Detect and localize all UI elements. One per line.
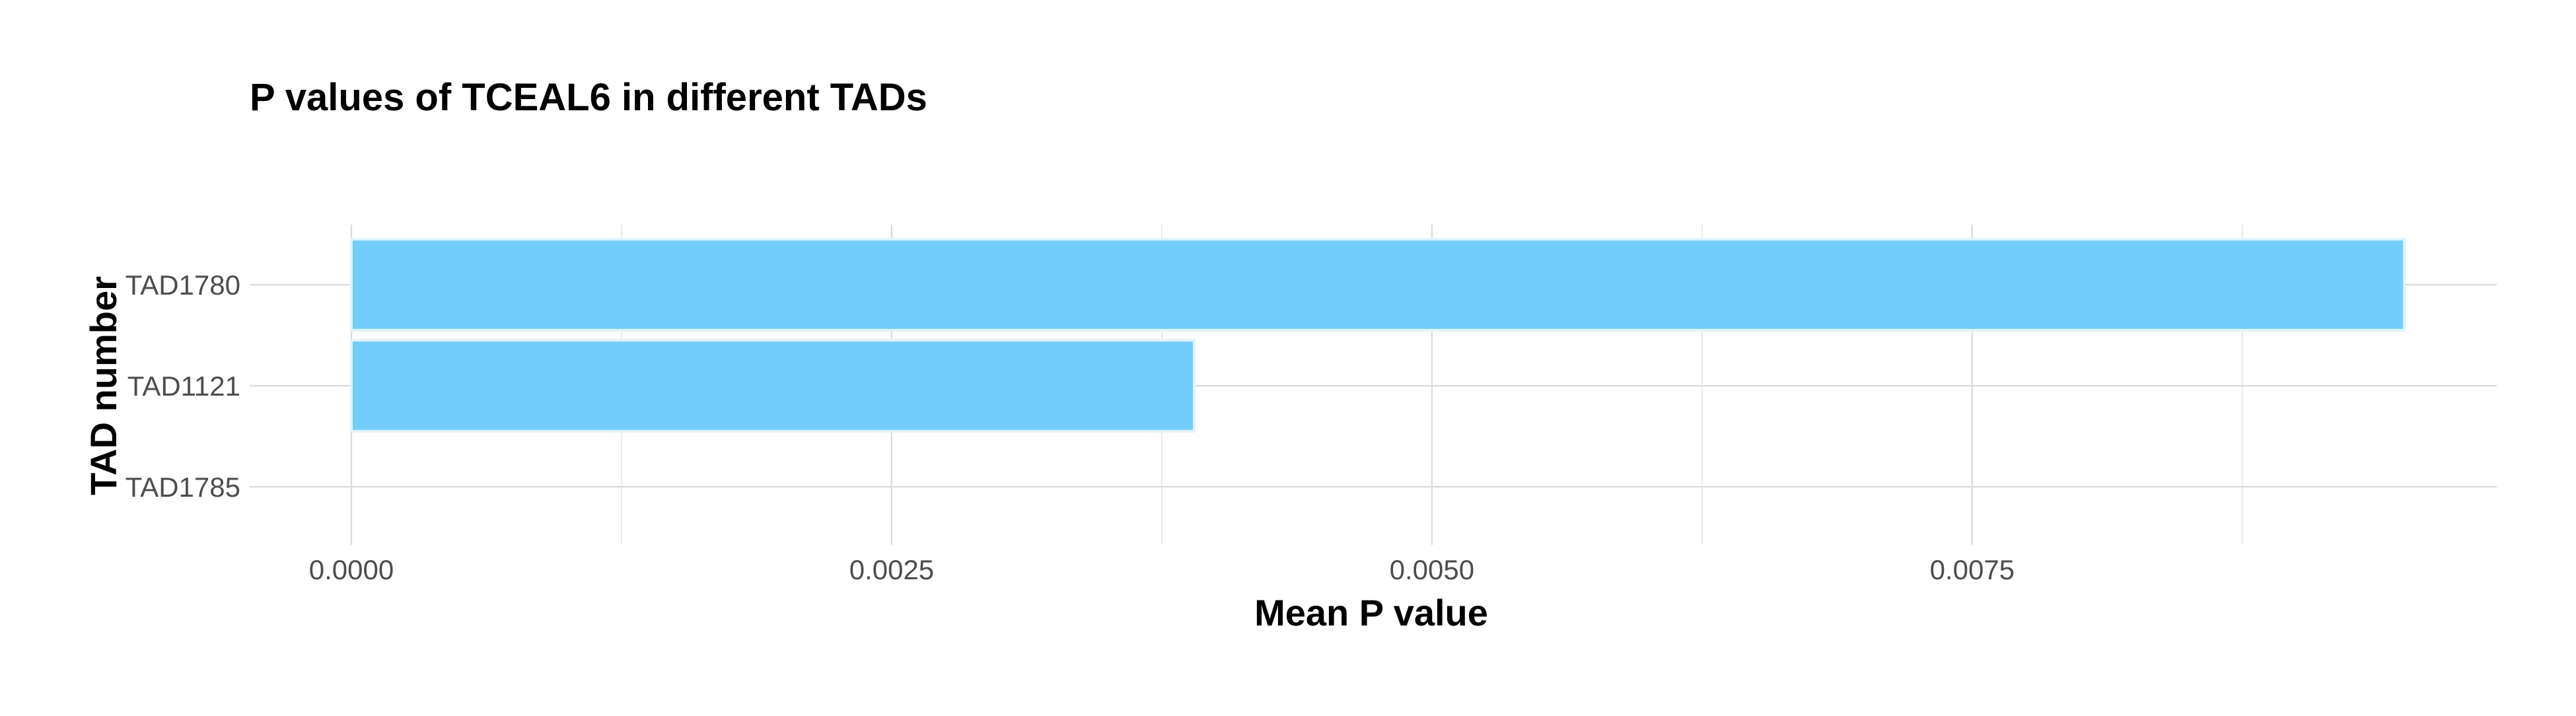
x-tick-label: 0.0075 [1930,554,2015,585]
y-axis-title: TAD number [83,276,124,495]
y-tick-label: TAD1121 [127,371,240,402]
y-tick-labels: TAD1780 TAD1121 TAD1785 [125,269,240,503]
chart-title: P values of TCEAL6 in different TADs [250,76,927,119]
y-tick-label: TAD1785 [125,472,240,503]
x-tick-label: 0.0000 [309,554,394,585]
bar-tad1780 [350,238,2406,332]
bar-tad1121 [350,339,1196,433]
x-axis-title: Mean P value [1254,592,1488,633]
x-tick-label: 0.0025 [849,554,934,585]
x-tick-labels: 0.0000 0.0025 0.0050 0.0075 [309,554,2015,585]
bars [350,238,2406,433]
y-tick-label: TAD1780 [125,269,240,301]
x-tick-label: 0.0050 [1390,554,1474,585]
